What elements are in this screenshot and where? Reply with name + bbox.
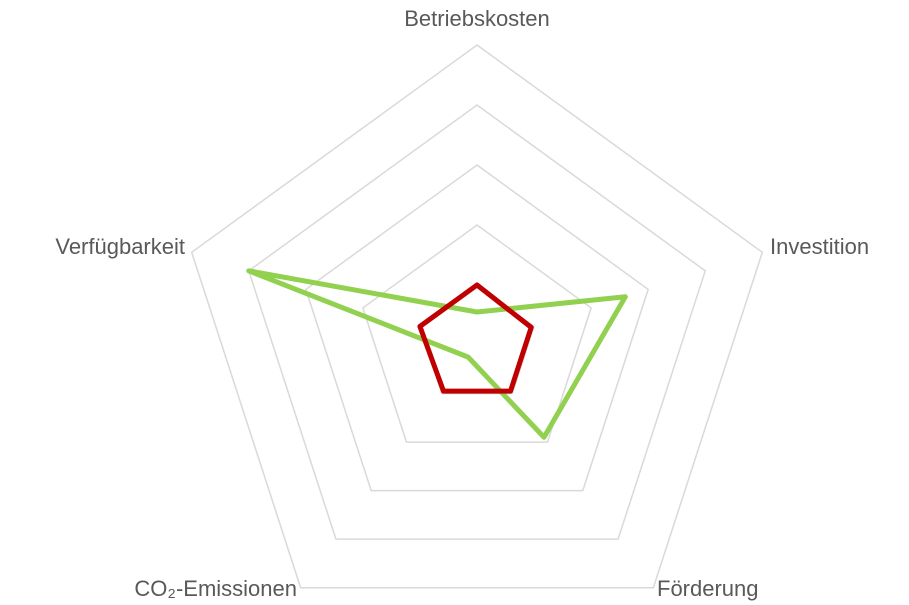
- grid-ring: [361, 224, 593, 443]
- axis-label: Verfügbarkeit: [55, 234, 185, 259]
- axis-label: CO₂-Emissionen: [134, 576, 297, 601]
- series-line: [417, 282, 534, 394]
- series-line: [246, 268, 628, 440]
- axis-label: Förderung: [657, 576, 759, 601]
- axis-label: Investition: [770, 234, 869, 259]
- axis-label: Betriebskosten: [404, 6, 550, 31]
- grid-ring: [190, 44, 764, 589]
- grid-ring: [304, 164, 650, 492]
- grid-ring: [247, 104, 707, 540]
